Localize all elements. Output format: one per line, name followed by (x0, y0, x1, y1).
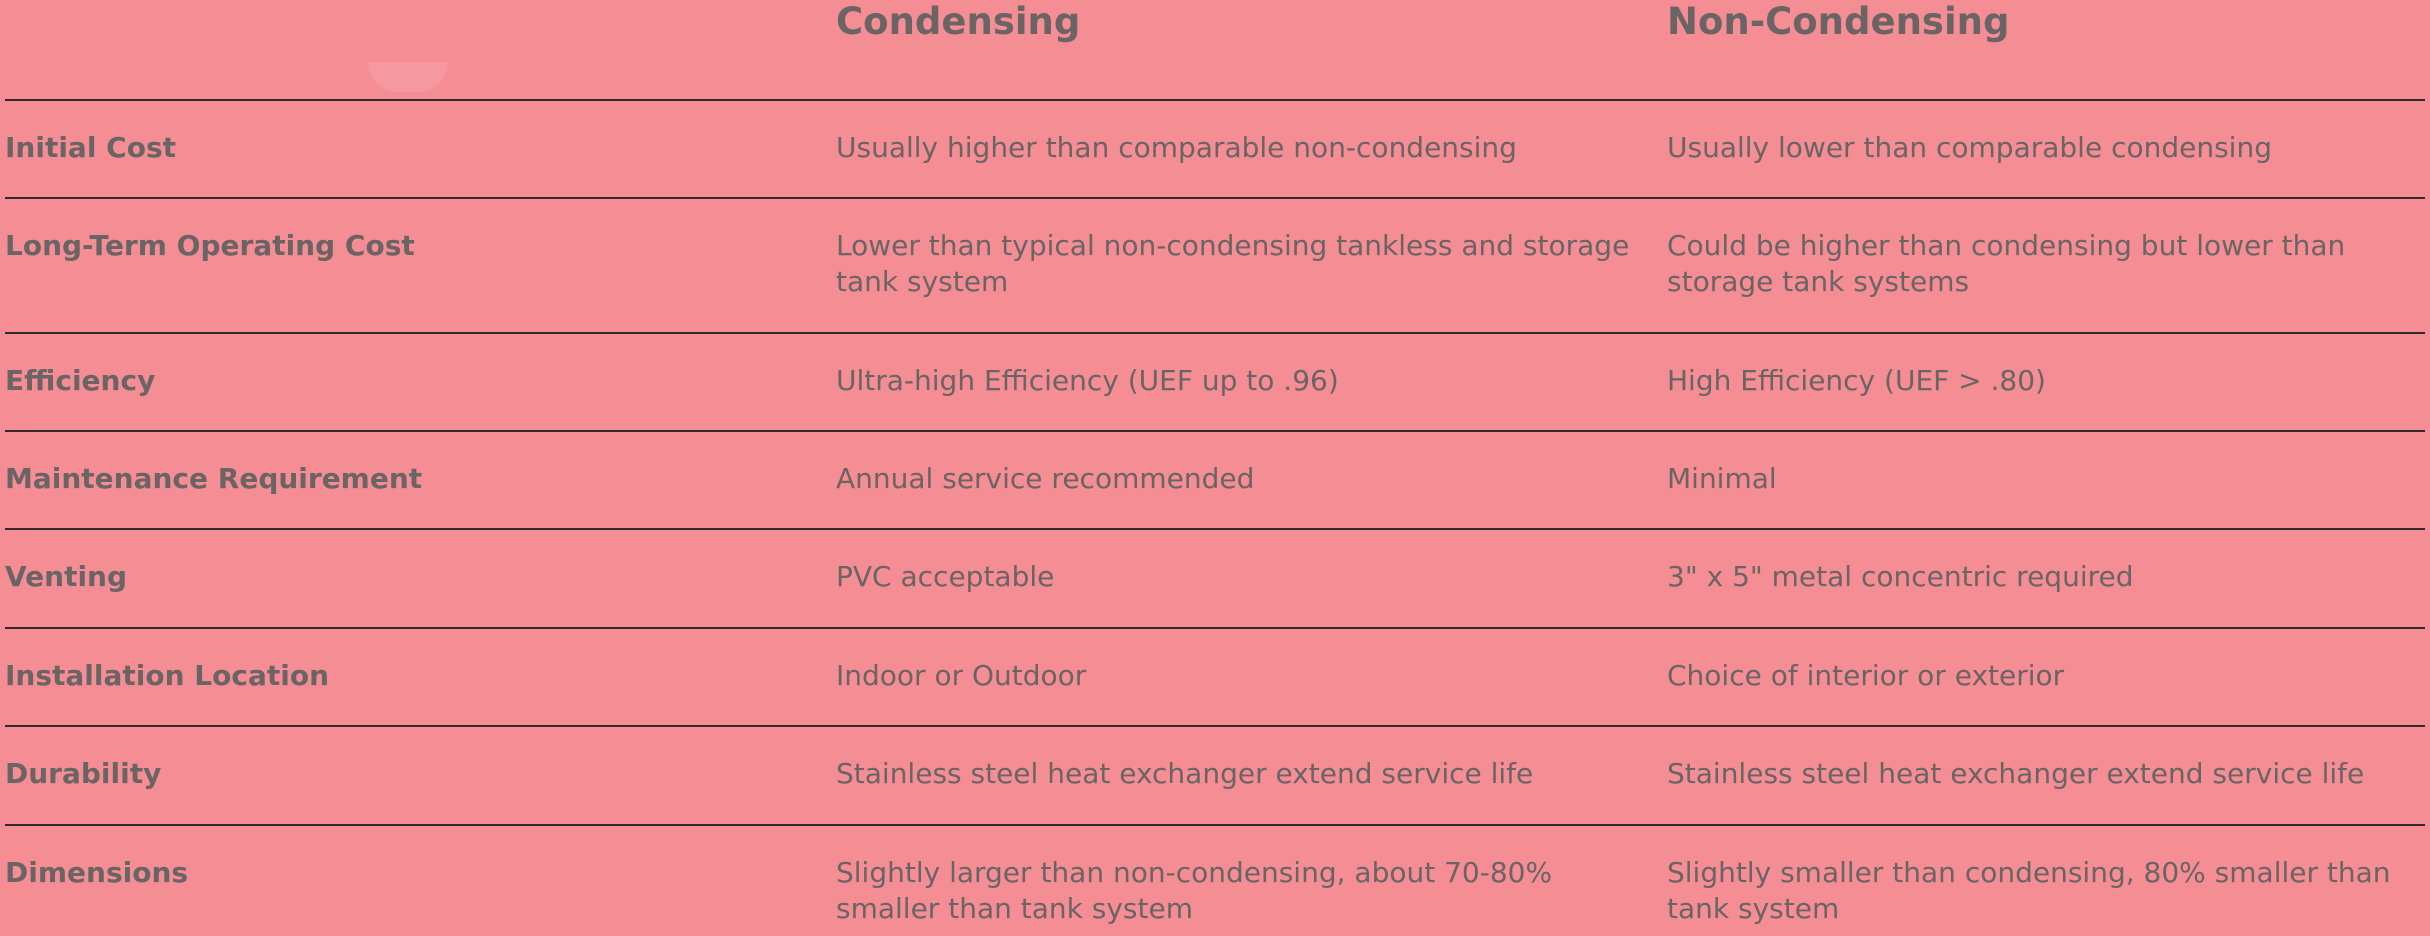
row-feature-label: Efficiency (5, 364, 156, 397)
table-row: Initial Cost Usually higher than compara… (5, 101, 2425, 199)
header-non-condensing: Non-Condensing (1667, 0, 2010, 43)
table-row: Durability Stainless steel heat exchange… (5, 727, 2425, 826)
row-feature-label: Installation Location (5, 659, 330, 692)
row-non-condensing-value: Stainless steel heat exchanger extend se… (1667, 757, 2365, 790)
row-feature-label: Dimensions (5, 856, 189, 889)
table-row: Maintenance Requirement Annual service r… (5, 432, 2425, 530)
row-feature-label: Durability (5, 757, 162, 790)
table-header-row: Condensing Non-Condensing (5, 0, 2425, 101)
row-non-condensing-value: Usually lower than comparable condensing (1667, 131, 2272, 164)
row-non-condensing-value: 3" x 5" metal concentric required (1667, 560, 2134, 593)
row-feature-label: Long-Term Operating Cost (5, 229, 415, 262)
table-row: Long-Term Operating Cost Lower than typi… (5, 199, 2425, 334)
table-row: Installation Location Indoor or Outdoor … (5, 629, 2425, 727)
row-condensing-value: Stainless steel heat exchanger extend se… (836, 757, 1534, 790)
row-condensing-value: Slightly larger than non-condensing, abo… (836, 856, 1553, 925)
row-condensing-value: Annual service recommended (836, 462, 1255, 495)
row-condensing-value: Indoor or Outdoor (836, 659, 1087, 692)
row-condensing-value: Lower than typical non-condensing tankle… (836, 229, 1630, 298)
row-feature-label: Initial Cost (5, 131, 177, 164)
row-feature-label: Maintenance Requirement (5, 462, 423, 495)
row-condensing-value: PVC acceptable (836, 560, 1055, 593)
table-row: Efficiency Ultra-high Efficiency (UEF up… (5, 334, 2425, 432)
row-non-condensing-value: High Efficiency (UEF > .80) (1667, 364, 2046, 397)
row-feature-label: Venting (5, 560, 128, 593)
row-non-condensing-value: Minimal (1667, 462, 1777, 495)
comparison-table: Condensing Non-Condensing Initial Cost U… (5, 0, 2425, 936)
header-condensing: Condensing (836, 0, 1081, 43)
table-row: Dimensions Slightly larger than non-cond… (5, 826, 2425, 936)
row-non-condensing-value: Could be higher than condensing but lowe… (1667, 229, 2346, 298)
row-condensing-value: Usually higher than comparable non-conde… (836, 131, 1517, 164)
row-non-condensing-value: Choice of interior or exterior (1667, 659, 2065, 692)
table-row: Venting PVC acceptable 3" x 5" metal con… (5, 530, 2425, 629)
row-non-condensing-value: Slightly smaller than condensing, 80% sm… (1667, 856, 2391, 925)
row-condensing-value: Ultra-high Efficiency (UEF up to .96) (836, 364, 1339, 397)
